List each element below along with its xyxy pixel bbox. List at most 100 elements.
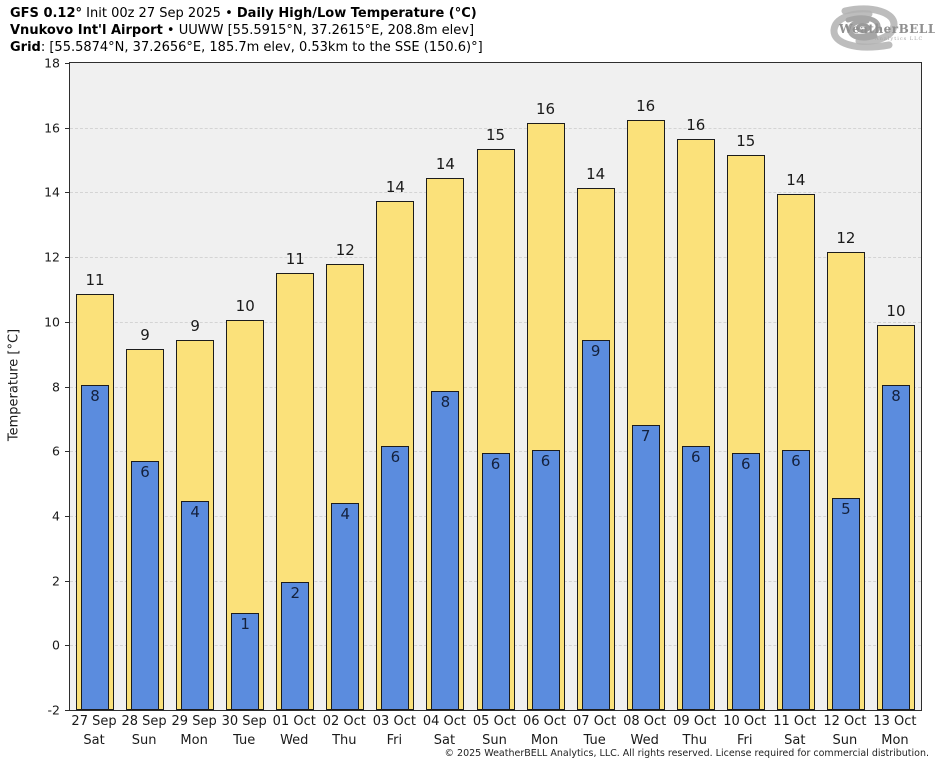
grid-details: : [55.5874°N, 37.2656°E, 185.7m elev, 0.… xyxy=(40,40,483,55)
x-tick-label: 29 Sep Mon xyxy=(169,712,219,750)
grid-label: Grid xyxy=(10,40,41,55)
x-tick-day: Sat xyxy=(784,733,806,748)
high-temp-label: 12 xyxy=(836,229,856,248)
x-tick-day: Sun xyxy=(131,733,157,748)
y-tick-label: 6 xyxy=(52,443,60,459)
y-tick-label: -2 xyxy=(47,702,60,718)
x-tick-date: 05 Oct xyxy=(472,714,517,729)
low-temp-bar: 8 xyxy=(81,384,110,710)
x-tick-date: 07 Oct xyxy=(573,714,617,729)
x-tick-label: 01 Oct Wed xyxy=(269,712,319,750)
low-temp-label: 6 xyxy=(690,448,701,467)
hurricane-swirl-icon xyxy=(830,5,898,51)
x-tick-date: 04 Oct xyxy=(422,714,466,729)
low-temp-bar: 6 xyxy=(531,449,560,710)
y-tick-mark xyxy=(65,580,70,582)
high-temp-label: 14 xyxy=(586,164,606,183)
x-tick-day: Thu xyxy=(332,733,357,748)
x-tick-label: 11 Oct Sat xyxy=(770,712,820,750)
low-temp-label: 8 xyxy=(440,393,451,412)
low-temp-bar: 7 xyxy=(631,425,660,710)
x-tick-label: 05 Oct Sun xyxy=(469,712,519,750)
x-tick-label: 12 Oct Sun xyxy=(820,712,870,750)
weatherbell-logo: WeatherBELL Analytics LLC xyxy=(815,3,935,53)
low-temp-label: 4 xyxy=(340,504,351,523)
x-tick-label: 02 Oct Thu xyxy=(319,712,369,750)
x-tick-date: 11 Oct xyxy=(773,714,817,729)
low-temp-bar: 6 xyxy=(381,446,410,710)
low-temp-label: 4 xyxy=(190,503,200,522)
low-temp-bar: 6 xyxy=(781,449,810,710)
y-tick-mark xyxy=(65,63,70,64)
y-tick-label: 12 xyxy=(44,249,60,265)
low-temp-bar: 4 xyxy=(181,501,210,710)
low-temp-label: 6 xyxy=(490,454,501,473)
x-tick-day: Tue xyxy=(583,733,606,748)
high-temp-label: 10 xyxy=(886,302,906,321)
x-tick-date: 09 Oct xyxy=(673,714,717,729)
copyright-notice: © 2025 WeatherBELL Analytics, LLC. All r… xyxy=(444,748,929,759)
y-tick-mark xyxy=(65,515,70,517)
x-tick-date: 28 Sep xyxy=(121,714,167,729)
x-tick-label: 03 Oct Fri xyxy=(369,712,419,750)
high-temp-label: 16 xyxy=(536,99,556,118)
y-tick-mark xyxy=(65,192,70,194)
gridline xyxy=(70,127,921,129)
y-tick-mark xyxy=(65,451,70,453)
x-tick-day: Fri xyxy=(386,733,403,748)
x-tick-day: Thu xyxy=(682,733,707,748)
x-tick-day: Wed xyxy=(280,733,309,748)
x-tick-date: 12 Oct xyxy=(823,714,867,729)
high-temp-label: 14 xyxy=(786,171,806,190)
x-tick-day: Mon xyxy=(530,733,559,748)
x-tick-date: 29 Sep xyxy=(171,714,217,729)
y-axis-title: Temperature [°C] xyxy=(6,328,22,442)
x-tick-day: Sat xyxy=(433,733,456,748)
x-tick-label: 07 Oct Tue xyxy=(570,712,620,750)
x-tick-date: 27 Sep xyxy=(71,714,117,729)
high-temp-label: 9 xyxy=(140,326,150,345)
x-tick-day: Sun xyxy=(832,733,858,748)
x-tick-label: 09 Oct Thu xyxy=(670,712,720,750)
y-tick-mark xyxy=(65,710,70,711)
y-tick-label: 0 xyxy=(52,637,60,653)
low-temp-bar: 6 xyxy=(681,446,710,710)
y-tick-label: 16 xyxy=(44,120,60,136)
x-tick-date: 10 Oct xyxy=(723,714,767,729)
y-tick-mark xyxy=(65,645,70,647)
x-tick-day: Mon xyxy=(881,733,909,748)
header-line-2: Vnukovo Int'l Airport • UUWW [55.5915°N,… xyxy=(10,22,483,39)
high-temp-label: 11 xyxy=(85,271,105,290)
low-temp-bar: 8 xyxy=(431,391,460,710)
low-temp-bar: 5 xyxy=(831,498,860,710)
y-tick-mark xyxy=(65,127,70,129)
y-tick-label: 18 xyxy=(44,55,60,71)
y-tick-mark xyxy=(65,257,70,259)
high-temp-label: 15 xyxy=(736,132,756,151)
low-temp-label: 9 xyxy=(590,341,601,360)
x-tick-label: 13 Oct Mon xyxy=(870,712,920,750)
low-temp-bar: 6 xyxy=(481,452,510,710)
low-temp-bar: 6 xyxy=(131,460,160,710)
x-tick-date: 08 Oct xyxy=(623,714,667,729)
x-tick-day: Mon xyxy=(180,733,208,748)
low-temp-label: 6 xyxy=(540,451,551,470)
logo-wordmark: WeatherBELL xyxy=(839,22,935,36)
low-temp-bar: 2 xyxy=(281,582,310,710)
x-tick-day: Tue xyxy=(233,733,256,748)
high-temp-label: 16 xyxy=(636,96,656,115)
y-tick-label: 14 xyxy=(44,184,60,200)
low-temp-label: 8 xyxy=(90,386,100,405)
x-tick-date: 01 Oct xyxy=(272,714,316,729)
x-tick-day: Wed xyxy=(630,733,659,748)
high-temp-label: 9 xyxy=(190,316,200,335)
y-tick-mark xyxy=(65,321,70,323)
low-temp-label: 7 xyxy=(640,427,651,446)
y-tick-label: 2 xyxy=(52,573,60,589)
x-tick-label: 27 Sep Sat xyxy=(69,712,119,750)
x-tick-date: 06 Oct xyxy=(522,714,567,729)
low-temp-bar: 4 xyxy=(331,502,360,710)
station-details: • UUWW [55.5915°N, 37.2615°E, 208.8m ele… xyxy=(162,23,475,38)
x-tick-date: 03 Oct xyxy=(372,714,416,729)
x-tick-label: 08 Oct Wed xyxy=(620,712,670,750)
